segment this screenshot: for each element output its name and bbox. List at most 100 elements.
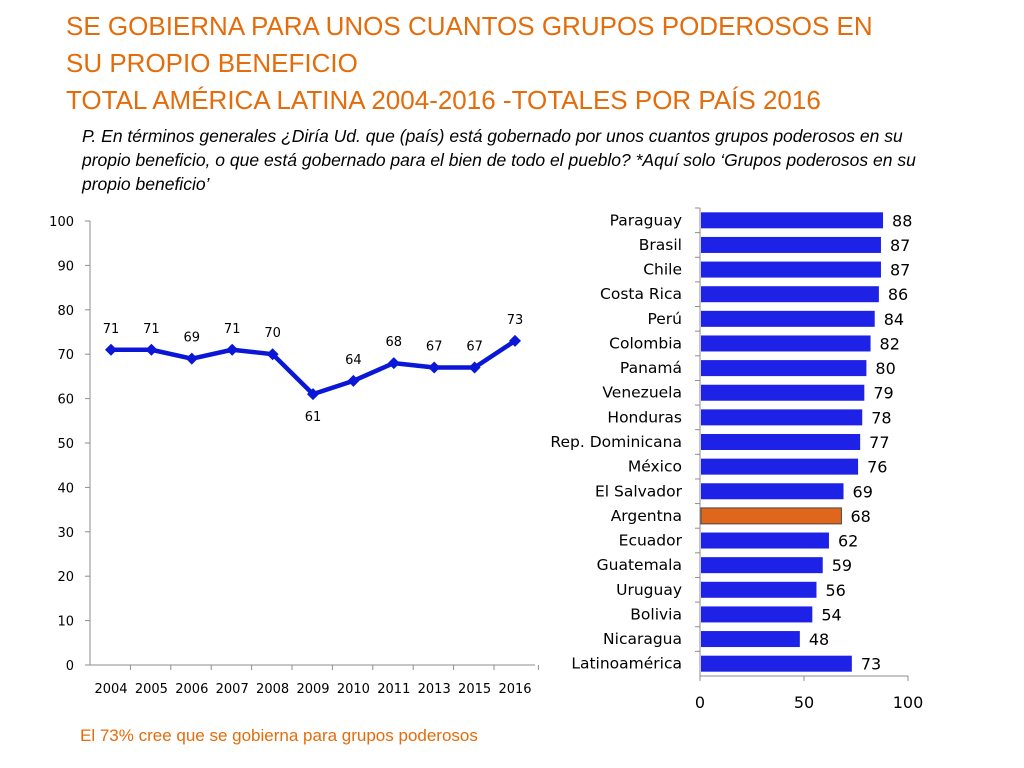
data-label: 87 xyxy=(890,261,910,280)
bar xyxy=(701,631,800,648)
data-label: 54 xyxy=(821,605,841,624)
bar xyxy=(701,434,861,450)
x-tick-label: 2013 xyxy=(418,682,451,697)
survey-question: P. En términos generales ¿Diría Ud. que … xyxy=(82,126,916,194)
category-label: Uruguay xyxy=(616,581,682,599)
category-label: Bolivia xyxy=(630,605,682,623)
data-label: 62 xyxy=(838,532,858,551)
data-label: 78 xyxy=(871,408,891,427)
data-label: 68 xyxy=(386,335,403,350)
category-label: Nicaragua xyxy=(603,630,682,648)
y-tick-label: 60 xyxy=(57,393,74,408)
category-label: Brasil xyxy=(639,236,682,254)
y-tick-label: 30 xyxy=(57,526,74,541)
bar xyxy=(701,310,875,327)
data-point xyxy=(468,361,481,374)
data-label: 73 xyxy=(861,655,881,674)
data-label: 84 xyxy=(884,310,904,329)
data-label: 77 xyxy=(869,433,889,452)
data-label: 88 xyxy=(892,211,912,230)
slide-title: SE GOBIERNA PARA UNOS CUANTOS GRUPOS POD… xyxy=(66,8,1006,119)
data-point xyxy=(428,361,441,374)
data-label: 70 xyxy=(264,326,281,341)
y-tick-label: 10 xyxy=(57,615,74,630)
x-tick-label: 2007 xyxy=(216,682,249,697)
category-label: Chile xyxy=(643,261,682,279)
category-label: Perú xyxy=(647,310,682,328)
x-tick-label: 2004 xyxy=(94,682,127,697)
data-label: 64 xyxy=(345,353,362,368)
data-label: 71 xyxy=(103,322,120,337)
data-label: 48 xyxy=(809,630,829,649)
title-line-3: TOTAL AMÉRICA LATINA 2004-2016 -TOTALES … xyxy=(66,85,821,115)
y-tick-label: 100 xyxy=(49,215,74,230)
bar xyxy=(701,483,844,500)
x-tick-label: 2005 xyxy=(135,682,168,697)
category-label: Venezuela xyxy=(602,384,682,402)
y-tick-label: 40 xyxy=(57,481,74,496)
data-label: 71 xyxy=(224,322,241,337)
x-tick-label: 2008 xyxy=(256,682,289,697)
x-tick-label: 2015 xyxy=(458,682,491,697)
bar xyxy=(701,261,881,278)
data-label: 76 xyxy=(867,458,887,477)
data-point xyxy=(105,343,117,356)
title-line-1: SE GOBIERNA PARA UNOS CUANTOS GRUPOS POD… xyxy=(66,11,873,41)
data-label: 61 xyxy=(305,410,322,425)
category-label: Argentna xyxy=(611,507,682,525)
bar xyxy=(701,532,829,549)
category-label: Colombia xyxy=(609,334,682,352)
category-label: México xyxy=(628,458,682,476)
x-tick-label: 0 xyxy=(695,693,705,712)
data-label: 69 xyxy=(184,331,201,346)
x-tick-label: 2009 xyxy=(296,682,329,697)
data-label: 86 xyxy=(888,285,908,304)
data-point xyxy=(347,374,360,387)
data-point xyxy=(185,352,198,365)
bar xyxy=(701,384,865,401)
category-label: Guatemala xyxy=(597,556,682,574)
data-point xyxy=(266,348,279,361)
data-label: 69 xyxy=(853,482,873,501)
bar xyxy=(701,557,823,574)
x-tick-label: 2011 xyxy=(377,682,410,697)
bar xyxy=(701,212,884,229)
x-tick-label: 100 xyxy=(893,693,924,712)
data-label: 67 xyxy=(466,340,483,355)
data-label: 87 xyxy=(890,236,910,255)
bar-chart: 0 50 100 Paraguay 88 Brasil 87 Chile 87 Costa Ric… xyxy=(550,207,924,712)
data-label: 82 xyxy=(880,334,900,353)
category-label: Honduras xyxy=(607,408,682,426)
bar xyxy=(701,458,859,475)
bar xyxy=(701,606,813,623)
x-tick-label: 2006 xyxy=(175,682,208,697)
data-label: 56 xyxy=(825,581,845,600)
x-tick-label: 2010 xyxy=(337,682,370,697)
x-tick-label: 50 xyxy=(794,693,814,712)
category-label: Ecuador xyxy=(619,532,683,550)
y-tick-label: 70 xyxy=(57,348,74,363)
category-label: Latinoamérica xyxy=(571,655,682,673)
y-tick-label: 80 xyxy=(57,304,74,319)
category-label: El Salvador xyxy=(595,482,683,500)
bar xyxy=(701,409,863,426)
data-point xyxy=(509,334,521,347)
line-chart: 0 10 20 30 40 50 60 70 80 90 100 2004 2005 2006 2007 20… xyxy=(49,215,539,697)
y-tick-label: 20 xyxy=(57,570,74,585)
data-point xyxy=(226,343,239,356)
data-label: 67 xyxy=(426,340,443,355)
title-line-2: SU PROPIO BENEFICIO xyxy=(66,48,358,78)
data-point xyxy=(307,388,319,401)
bar-highlighted xyxy=(700,507,842,525)
data-label: 71 xyxy=(143,322,160,337)
category-label: Costa Rica xyxy=(600,285,682,303)
category-label: Panamá xyxy=(620,359,682,377)
bar xyxy=(701,335,871,352)
bar xyxy=(701,360,867,377)
data-label: 73 xyxy=(507,313,524,328)
footnote: El 73% cree que se gobierna para grupos … xyxy=(80,726,478,745)
x-tick-label: 2016 xyxy=(498,682,531,697)
data-label: 59 xyxy=(832,556,852,575)
bar xyxy=(701,286,879,303)
category-label: Rep. Dominicana xyxy=(550,433,682,451)
